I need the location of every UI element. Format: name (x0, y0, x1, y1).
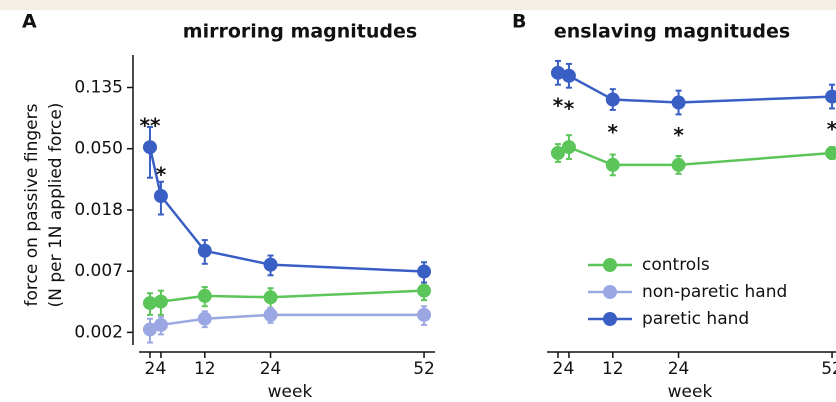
panel-label: B (512, 11, 526, 33)
significance-marker: * (608, 120, 619, 144)
y-tick-label: 0.050 (74, 139, 123, 159)
y-tick-label: 0.002 (74, 322, 123, 342)
data-point (263, 307, 278, 322)
legend-marker (603, 285, 617, 299)
legend-label: non-paretic hand (642, 282, 787, 302)
data-point (550, 65, 565, 80)
data-point (153, 294, 168, 309)
series-line (148, 146, 425, 273)
data-point (142, 140, 157, 155)
x-tick-label: 4 (156, 359, 167, 379)
legend-label: paretic hand (642, 309, 749, 329)
y-axis-label: force on passive fingers (22, 103, 42, 306)
data-point (153, 188, 168, 203)
data-point (550, 146, 565, 161)
legend-marker (603, 312, 617, 326)
data-point (417, 283, 432, 298)
data-point (671, 95, 686, 110)
data-point (605, 92, 620, 107)
x-tick-label: 52 (413, 359, 435, 379)
significance-marker: * (156, 162, 167, 186)
significance-marker: ** (140, 114, 161, 138)
data-point (825, 146, 836, 161)
x-tick-label: 24 (260, 359, 282, 379)
data-point (142, 296, 157, 311)
x-tick-label: 12 (602, 359, 624, 379)
y-tick-label: 0.135 (74, 77, 123, 97)
data-point (142, 322, 157, 337)
panel-label: A (22, 11, 37, 33)
series-line (557, 145, 833, 167)
data-point (197, 311, 212, 326)
x-axis-label: week (268, 382, 313, 402)
data-point (671, 157, 686, 172)
significance-marker: * (827, 117, 836, 141)
x-tick-label: 4 (564, 359, 575, 379)
x-tick-label: 24 (668, 359, 690, 379)
legend-marker (603, 258, 617, 272)
y-axis-label: (N per 1N applied force) (46, 103, 66, 308)
data-point (263, 290, 278, 305)
data-point (605, 157, 620, 172)
x-tick-label: 12 (194, 359, 216, 379)
chart-title: enslaving magnitudes (554, 21, 790, 43)
data-point (417, 264, 432, 279)
data-point (197, 288, 212, 303)
x-tick-label: 2 (553, 359, 564, 379)
data-point (561, 140, 576, 155)
x-tick-label: 2 (145, 359, 156, 379)
chart-title: mirroring magnitudes (183, 21, 417, 43)
data-point (197, 243, 212, 258)
data-point (153, 317, 168, 332)
data-point (263, 257, 278, 272)
x-axis-label: week (668, 382, 713, 402)
significance-marker: * (564, 96, 575, 120)
top-band (0, 0, 836, 10)
data-point (825, 89, 836, 104)
data-point (417, 307, 432, 322)
series-line (557, 71, 833, 104)
significance-marker: * (673, 123, 684, 147)
legend-label: controls (642, 255, 710, 275)
data-point (561, 68, 576, 83)
y-tick-label: 0.007 (74, 261, 123, 281)
y-tick-label: 0.018 (74, 200, 123, 220)
series-line (149, 289, 425, 305)
significance-marker: * (553, 93, 564, 117)
x-tick-label: 52 (821, 359, 836, 379)
series-line (149, 313, 425, 331)
